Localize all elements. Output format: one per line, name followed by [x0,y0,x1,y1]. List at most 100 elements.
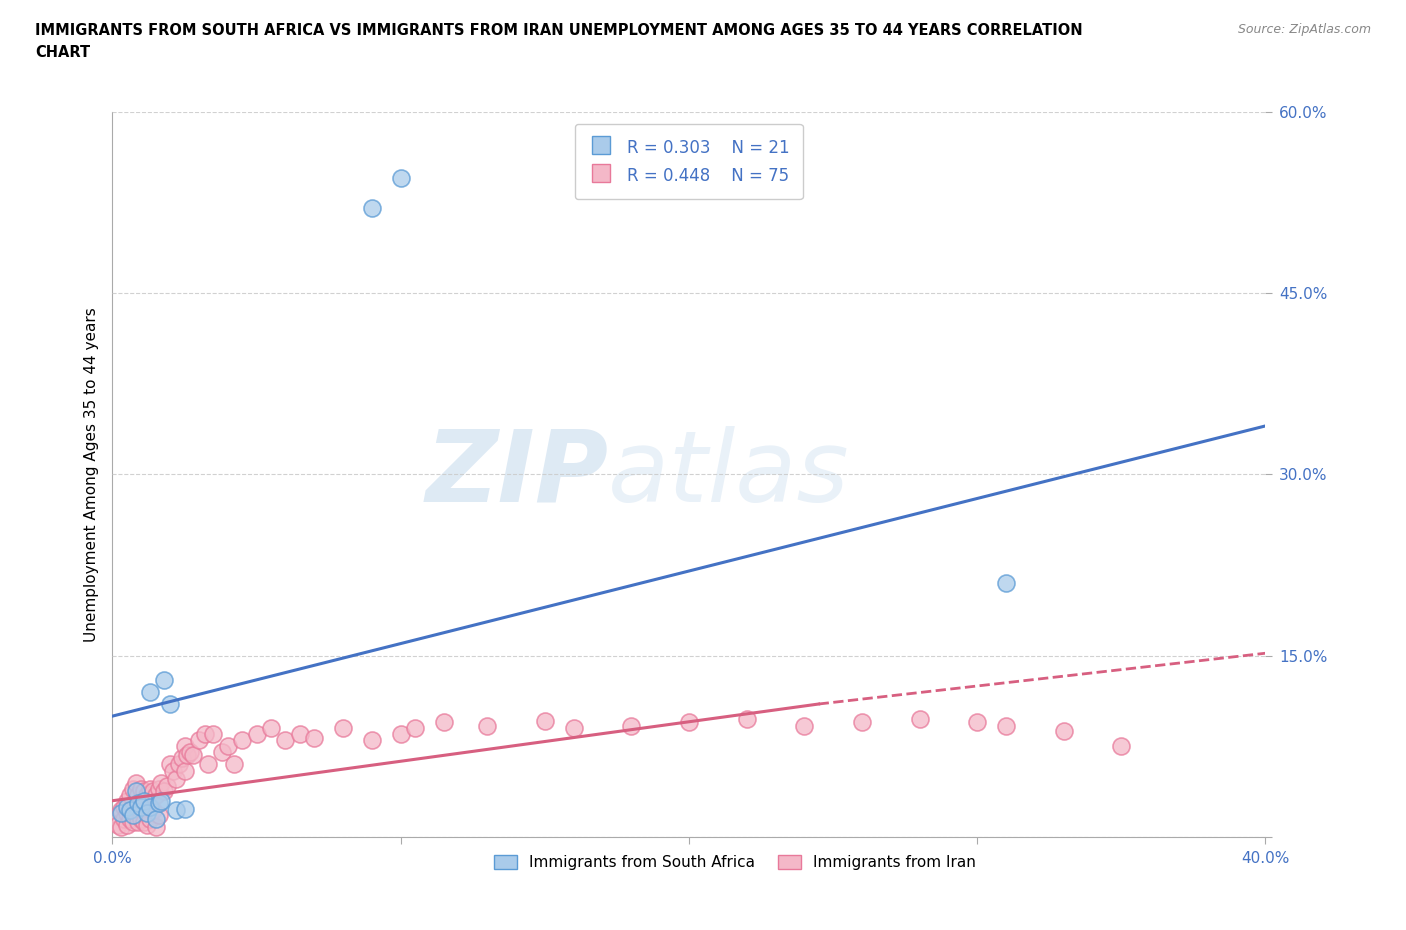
Point [404,721,426,736]
Point [678,714,700,729]
Point [112,800,135,815]
Point [304,730,326,745]
Point [165,772,187,787]
Point [173,738,195,753]
Point [129,811,153,827]
Point [159,757,181,772]
Point [332,721,354,736]
Point [995,718,1018,733]
Point [181,748,204,763]
Point [475,718,499,733]
Point [165,803,187,817]
Point [162,763,184,777]
Point [156,778,179,793]
Point [211,745,233,760]
Point [620,718,643,733]
Point [124,776,146,790]
Point [173,763,195,777]
Point [118,811,141,827]
Point [202,727,225,742]
Text: ZIP: ZIP [425,426,609,523]
Point [908,711,931,726]
Point [142,803,165,817]
Point [115,793,138,808]
Text: CHART: CHART [35,45,90,60]
Point [136,787,159,802]
Point [129,781,153,796]
Point [360,201,382,216]
Point [139,684,162,699]
Point [118,803,141,817]
Point [127,815,149,830]
Point [197,757,219,772]
Point [134,784,156,799]
Y-axis label: Unemployment Among Ages 35 to 44 years: Unemployment Among Ages 35 to 44 years [83,307,98,642]
Point [159,697,181,711]
Point [735,711,758,726]
Point [134,815,156,830]
Point [121,808,143,823]
Point [139,811,162,827]
Point [118,787,141,802]
Point [231,733,253,748]
Point [124,808,146,823]
Point [1053,724,1076,738]
Point [107,817,129,832]
Point [115,805,138,820]
Point [176,748,198,763]
Point [134,793,156,808]
Text: Source: ZipAtlas.com: Source: ZipAtlas.com [1237,23,1371,36]
Point [107,808,129,823]
Point [148,796,170,811]
Point [153,784,176,799]
Point [139,800,162,815]
Point [389,171,412,186]
Point [129,800,153,815]
Point [793,718,815,733]
Point [1111,738,1133,753]
Point [173,802,195,817]
Point [150,776,173,790]
Point [194,727,217,742]
Point [115,817,138,832]
Point [260,721,283,736]
Point [389,727,412,742]
Legend: Immigrants from South Africa, Immigrants from Iran: Immigrants from South Africa, Immigrants… [488,849,983,876]
Point [148,808,170,823]
Point [110,820,132,835]
Point [110,803,132,817]
Point [217,738,239,753]
Point [433,714,456,729]
Point [127,787,149,802]
Point [112,811,135,827]
Point [139,781,162,796]
Text: atlas: atlas [609,426,849,523]
Point [145,811,167,827]
Point [142,784,165,799]
Point [222,757,245,772]
Point [360,733,382,748]
Point [136,817,159,832]
Point [121,781,143,796]
Point [127,796,149,811]
Point [274,733,297,748]
Point [188,733,211,748]
Point [179,745,201,760]
Point [110,805,132,820]
Text: IMMIGRANTS FROM SOUTH AFRICA VS IMMIGRANTS FROM IRAN UNEMPLOYMENT AMONG AGES 35 : IMMIGRANTS FROM SOUTH AFRICA VS IMMIGRAN… [35,23,1083,38]
Point [148,781,170,796]
Point [167,757,190,772]
Point [153,672,176,687]
Point [995,576,1018,591]
Point [562,721,585,736]
Point [246,727,269,742]
Point [145,820,167,835]
Point [170,751,193,766]
Point [145,787,167,802]
Point [150,793,173,808]
Point [534,713,557,728]
Point [124,784,146,799]
Point [966,714,988,729]
Point [851,714,873,729]
Point [121,815,143,830]
